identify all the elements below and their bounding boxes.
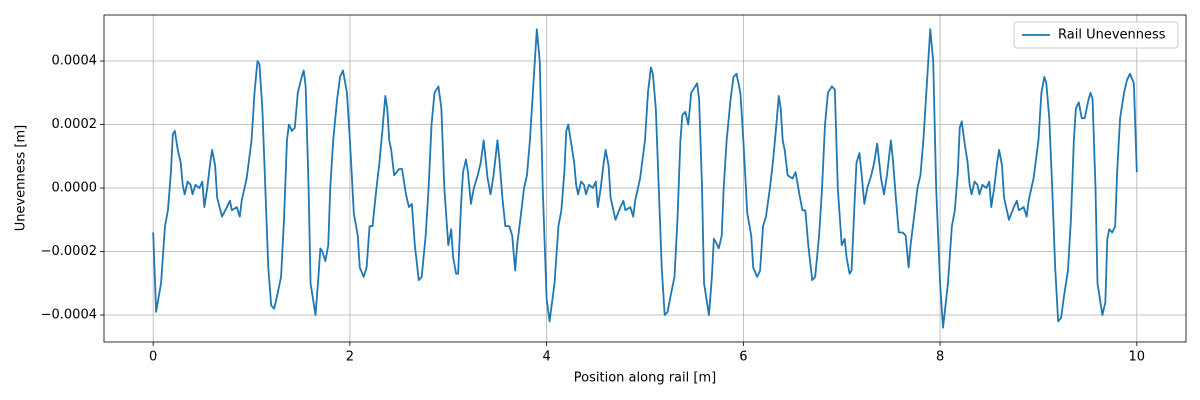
plot-area (152, 28, 1138, 329)
x-tick-label: 6 (739, 350, 747, 365)
ticks: 0 2 4 6 8 10 −0.0004 −0.0002 0.0000 0.0002 0.0004 (41, 54, 1145, 365)
x-tick-label: 8 (936, 350, 944, 365)
y-tick-label: −0.0002 (41, 244, 97, 259)
legend-label: Rail Unevenness (1058, 28, 1166, 43)
legend-box (1013, 21, 1179, 49)
legend: Rail Unevenness (1013, 21, 1179, 49)
y-axis-label: Unevenness [m] (14, 125, 29, 231)
grid (104, 15, 1186, 342)
x-tick-label: 10 (1129, 350, 1146, 365)
y-tick-label: −0.0004 (41, 308, 97, 323)
y-tick-label: 0.0004 (52, 54, 98, 69)
y-tick-label: 0.0000 (52, 181, 98, 196)
x-tick-label: 0 (149, 350, 157, 365)
data-line (152, 28, 1138, 329)
x-tick-label: 4 (542, 350, 550, 365)
axes-frame (103, 14, 1187, 343)
x-axis-label: Position along rail [m] (574, 371, 716, 386)
y-tick-label: 0.0002 (52, 117, 98, 132)
x-tick-label: 2 (346, 350, 354, 365)
